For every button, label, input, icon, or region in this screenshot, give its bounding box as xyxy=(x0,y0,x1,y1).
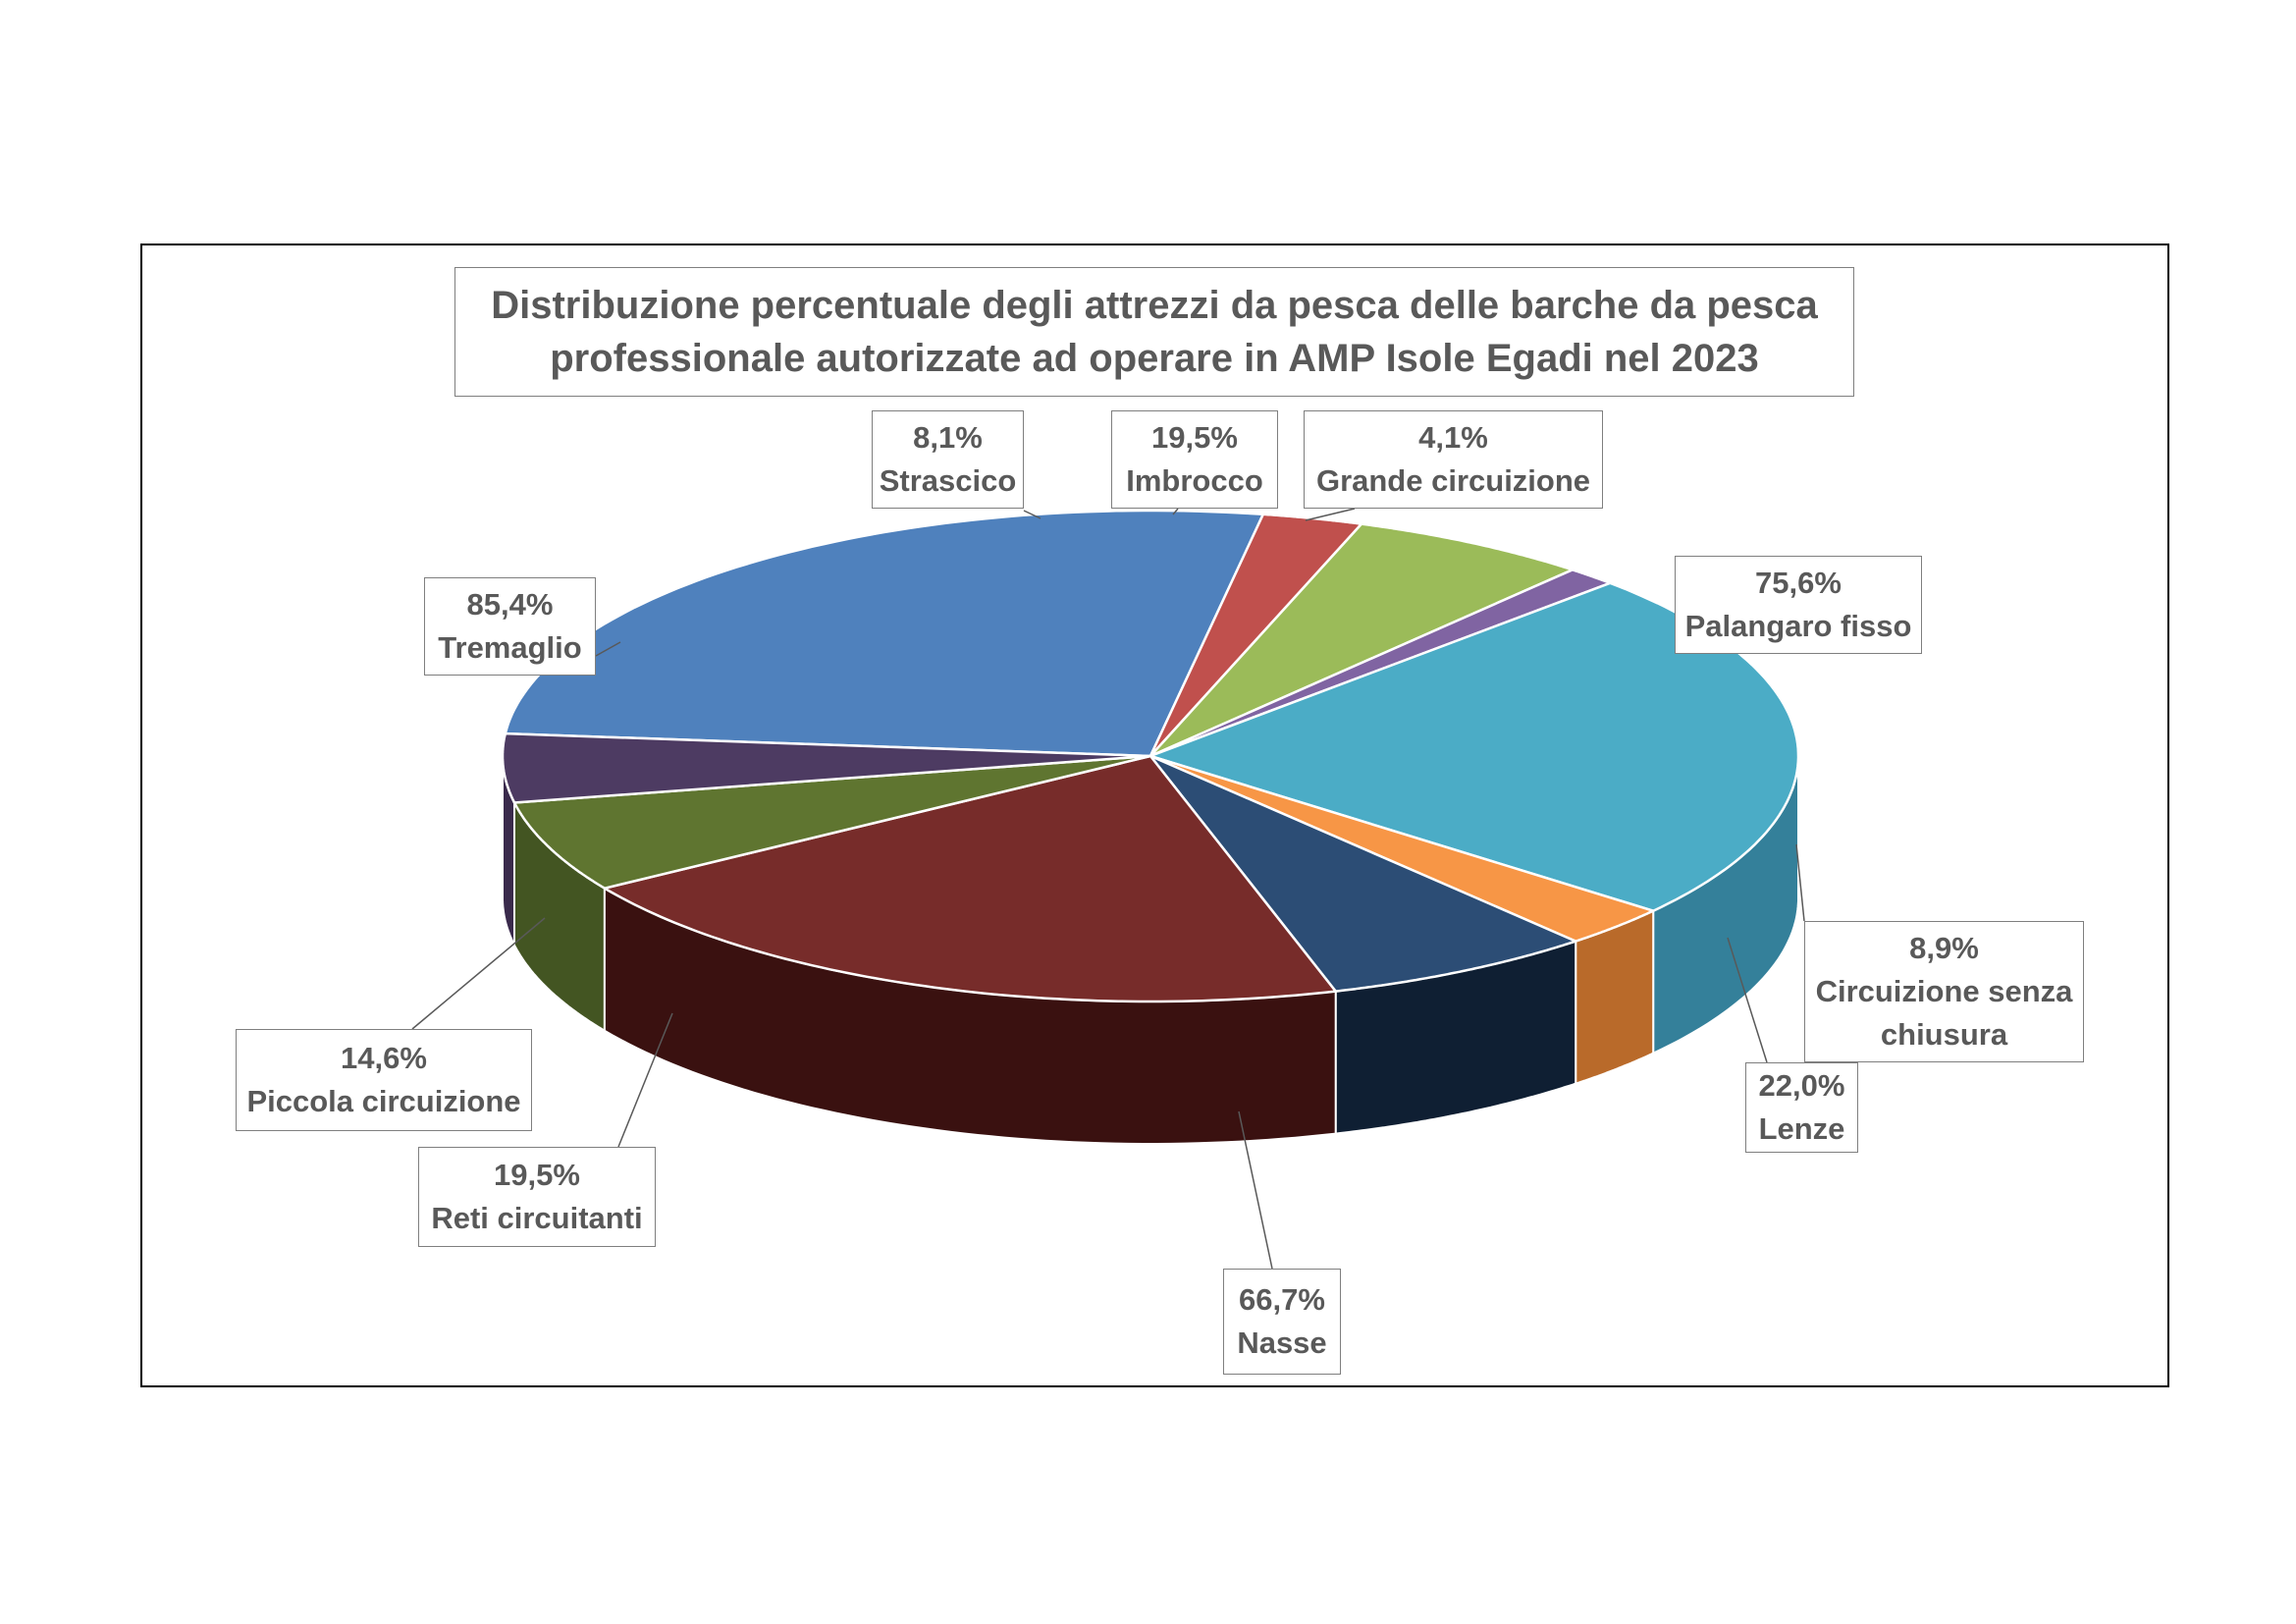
data-label-category: Tremaglio xyxy=(438,630,582,665)
data-label-piccola-circuizione: 14,6% Piccola circuizione xyxy=(236,1029,532,1131)
data-label-value: 66,7% xyxy=(1239,1282,1325,1317)
leader-line-tremaglio xyxy=(595,641,621,657)
slice-imbrocco xyxy=(1148,522,1575,758)
data-label-grande-circuizione: 4,1% Grande circuizione xyxy=(1304,410,1603,509)
data-label-reti-circuitanti: 19,5% Reti circuitanti xyxy=(418,1147,656,1247)
data-label-value: 8,1% xyxy=(913,420,983,455)
leader-line-strascico xyxy=(1023,510,1041,519)
leader-line-lenze xyxy=(1727,937,1768,1063)
leader-line-circuizione-senza-chiusura xyxy=(1795,843,1805,922)
data-label-category: Lenze xyxy=(1758,1111,1845,1146)
slice-piccola-circuizione xyxy=(501,731,1152,804)
data-label-category: Palangaro fisso xyxy=(1684,609,1912,643)
data-label-category: Imbrocco xyxy=(1126,463,1263,498)
leader-line-nasse xyxy=(1238,1110,1273,1270)
chart-title: Distribuzione percentuale degli attrezzi… xyxy=(491,284,1818,380)
data-label-category: Strascico xyxy=(879,463,1017,498)
data-label-category: Nasse xyxy=(1237,1326,1327,1360)
data-label-value: 19,5% xyxy=(1151,420,1238,455)
leader-line-reti-circuitanti xyxy=(617,1012,673,1148)
data-label-value: 75,6% xyxy=(1755,566,1842,600)
data-label-nasse: 66,7% Nasse xyxy=(1223,1269,1341,1375)
data-label-category: Grande circuizione xyxy=(1315,463,1591,498)
data-label-value: 14,6% xyxy=(341,1041,427,1075)
leader-line-imbrocco xyxy=(1172,508,1179,515)
slice-grande-circuizione xyxy=(1148,568,1612,758)
leader-line-piccola-circuizione xyxy=(411,917,546,1030)
leader-line-grande-circuizione xyxy=(1305,508,1356,521)
data-label-value: 19,5% xyxy=(494,1158,580,1192)
slice-nasse xyxy=(603,754,1337,1003)
data-label-category: Circuizione senza chiusura xyxy=(1815,974,2073,1052)
data-label-lenze: 22,0% Lenze xyxy=(1745,1062,1858,1153)
data-label-strascico: 8,1% Strascico xyxy=(872,410,1024,509)
data-label-imbrocco: 19,5% Imbrocco xyxy=(1111,410,1278,509)
data-label-value: 22,0% xyxy=(1758,1068,1845,1103)
slice-tremaglio xyxy=(504,509,1265,758)
data-label-category: Piccola circuizione xyxy=(246,1084,521,1118)
data-label-circuizione-senza-chiusura: 8,9% Circuizione senza chiusura xyxy=(1804,921,2084,1062)
data-label-value: 4,1% xyxy=(1418,420,1488,455)
data-label-value: 8,9% xyxy=(1909,931,1979,965)
data-label-value: 85,4% xyxy=(466,587,554,622)
slice-reti-circuitanti xyxy=(512,754,1152,890)
data-label-tremaglio: 85,4% Tremaglio xyxy=(424,577,596,676)
slice-lenze xyxy=(1148,754,1577,993)
data-label-category: Reti circuitanti xyxy=(431,1201,643,1235)
slice-circuizione-senza-chiusura xyxy=(1148,754,1655,943)
data-label-palangaro-fisso: 75,6% Palangaro fisso xyxy=(1675,556,1922,654)
chart-title-box: Distribuzione percentuale degli attrezzi… xyxy=(454,267,1854,397)
